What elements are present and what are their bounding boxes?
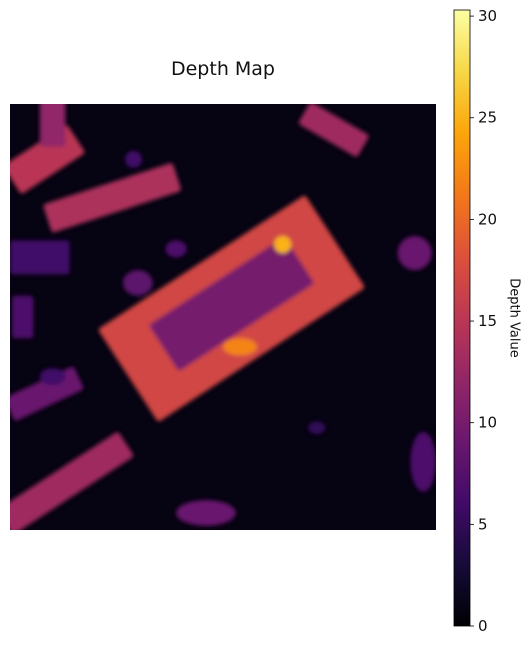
- depth-region-top-mid-strip: [39, 104, 66, 147]
- depth-region-right-bottom-blob: [410, 432, 436, 492]
- depth-region-left-small-b: [12, 295, 34, 339]
- depth-region-central-building-inner: [149, 238, 314, 371]
- colorbar-gradient: [453, 9, 471, 627]
- depth-region-left-small-c: [10, 240, 70, 275]
- depth-region-mid-left-blob-c: [39, 368, 66, 386]
- depth-region-top-right-building: [298, 104, 369, 157]
- depth-region-bottom-mid-blob: [176, 500, 236, 526]
- depth-region-top-left-building-b: [43, 163, 181, 233]
- colorbar-tick-label: 25: [478, 109, 497, 127]
- depth-region-lower-hotspot: [223, 338, 258, 356]
- depth-region-central-hotspot: [274, 236, 292, 254]
- colorbar-tick-label: 0: [478, 617, 488, 635]
- depth-region-bottom-left-building: [10, 432, 134, 530]
- depth-region-upper-mid-blob: [125, 150, 143, 168]
- depth-region-mid-left-blob-a: [122, 270, 153, 296]
- colorbar-tick-label: 10: [478, 414, 497, 432]
- depth-region-right-mid-blob: [308, 421, 326, 435]
- depth-region-right-blob: [397, 236, 432, 271]
- depth-map-image: [10, 104, 436, 530]
- depth-region-mid-left-blob-b: [165, 240, 187, 258]
- colorbar-label: Depth Value: [506, 278, 522, 358]
- chart-title: Depth Map: [170, 58, 275, 80]
- colorbar: 0 5 10 15 20 25 30: [453, 7, 497, 635]
- colorbar-tick-label: 5: [478, 515, 488, 533]
- colorbar-tick-label: 15: [478, 312, 497, 330]
- colorbar-tick-label: 30: [478, 7, 497, 25]
- colorbar-tick-label: 20: [478, 210, 497, 228]
